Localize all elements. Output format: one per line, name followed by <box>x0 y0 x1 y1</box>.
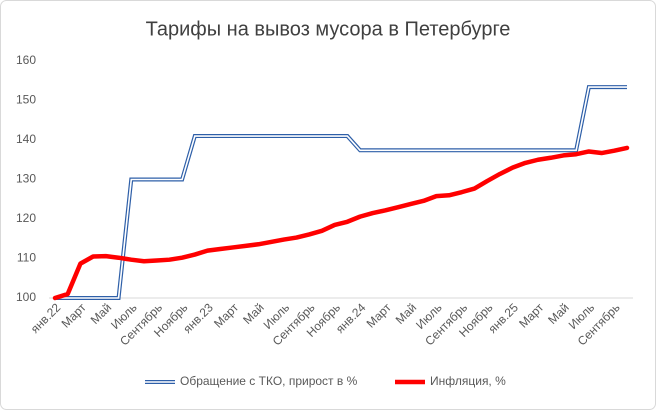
line-series-inner <box>55 86 627 299</box>
chart-title: Тарифы на вывоз мусора в Петербурге <box>146 18 511 40</box>
y-tick-label: 110 <box>17 251 36 265</box>
line-series <box>52 145 630 301</box>
y-tick-label: 140 <box>16 132 36 146</box>
y-tick-label: 160 <box>16 53 36 67</box>
y-tick-label: 100 <box>16 290 36 304</box>
legend-label: Инфляция, % <box>430 374 506 388</box>
y-tick-label: 130 <box>16 172 36 186</box>
y-tick-label: 150 <box>16 93 36 107</box>
legend-label: Обращение с ТКО, прирост в % <box>180 374 358 388</box>
y-tick-label: 120 <box>16 211 36 225</box>
